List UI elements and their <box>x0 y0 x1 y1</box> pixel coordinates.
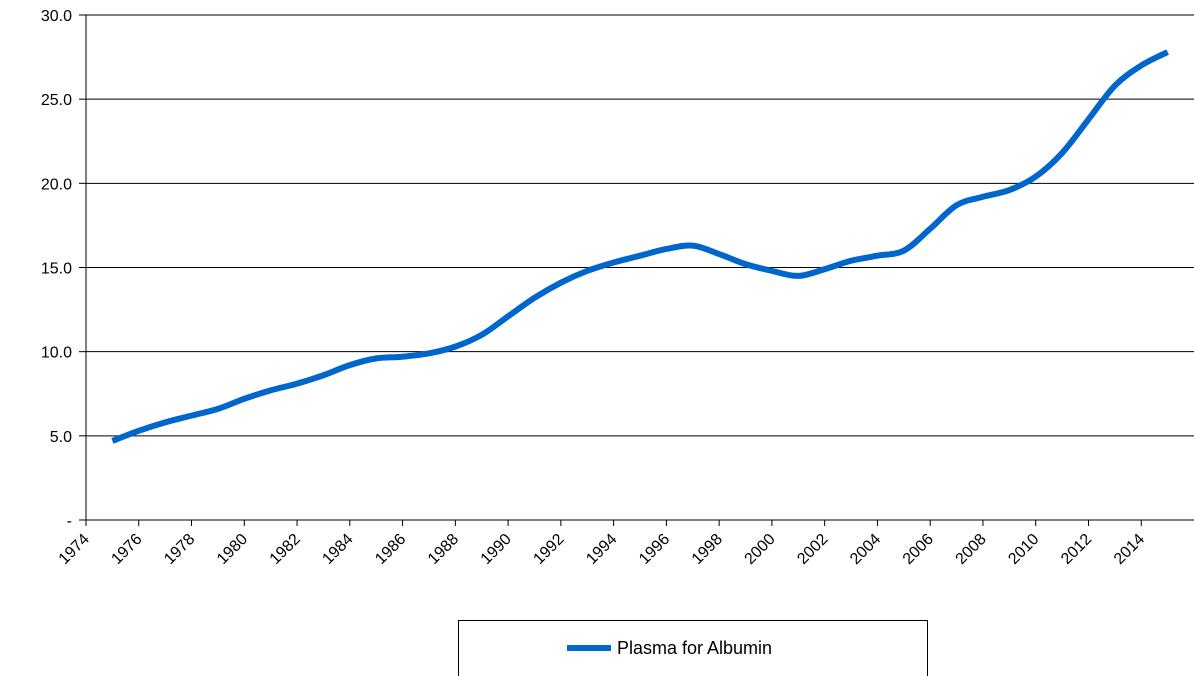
x-tick-label: 1992 <box>530 531 567 568</box>
y-tick-label: 15.0 <box>41 261 72 278</box>
y-tick-label: - <box>67 513 72 530</box>
legend-label: Plasma for Albumin <box>617 638 772 659</box>
x-tick-label: 1998 <box>689 531 726 568</box>
x-tick-label: 2000 <box>742 531 779 568</box>
axes <box>86 15 1194 526</box>
x-tick-label: 2008 <box>953 531 990 568</box>
x-tick-label: 1976 <box>108 531 145 568</box>
y-tick-label: 20.0 <box>41 176 72 193</box>
x-tick-label: 2006 <box>900 531 937 568</box>
x-tick-label: 2004 <box>847 531 884 568</box>
legend-swatch <box>567 645 611 651</box>
series-line <box>112 52 1167 441</box>
x-tick-label: 1984 <box>319 531 356 568</box>
gridlines <box>79 15 1194 520</box>
x-tick-label: 1986 <box>372 531 409 568</box>
y-tick-label: 30.0 <box>41 8 72 25</box>
x-tick-label: 1996 <box>636 531 673 568</box>
x-tick-label: 2012 <box>1058 531 1095 568</box>
y-tick-label: 10.0 <box>41 345 72 362</box>
x-axis-tick-labels: 1974 1976 1978 1980 1982 1984 1986 1988 1990 1992… <box>56 531 1148 568</box>
x-tick-label: 2002 <box>794 531 831 568</box>
series-group <box>112 52 1167 441</box>
y-tick-label: 25.0 <box>41 92 72 109</box>
x-tick-label: 2010 <box>1005 531 1042 568</box>
x-tick-label: 1978 <box>161 531 198 568</box>
x-tick-label: 1990 <box>478 531 515 568</box>
y-tick-label: 5.0 <box>50 429 72 446</box>
x-tick-label: 1974 <box>56 531 93 568</box>
x-tick-label: 2014 <box>1111 531 1148 568</box>
legend: Plasma for Albumin <box>458 620 928 676</box>
x-tick-label: 1988 <box>425 531 462 568</box>
x-tick-label: 1982 <box>267 531 304 568</box>
x-tick-label: 1980 <box>214 531 251 568</box>
x-tick-label: 1994 <box>583 531 620 568</box>
y-axis-tick-labels: - 5.0 10.0 15.0 20.0 25.0 30.0 <box>41 8 72 530</box>
